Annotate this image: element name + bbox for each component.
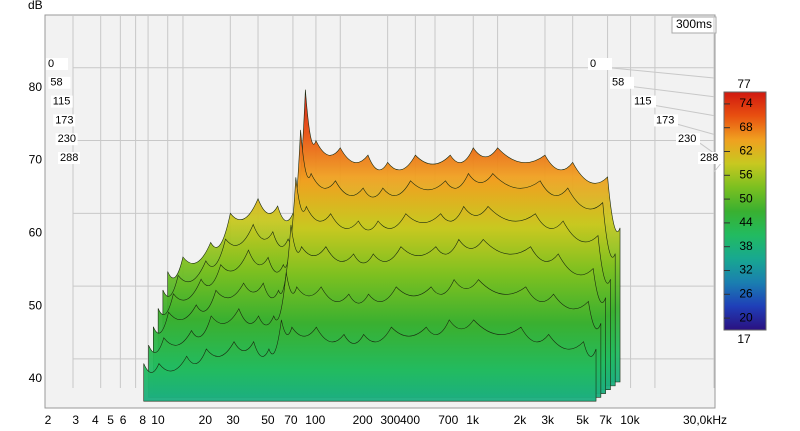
- z-tick-box: [55, 133, 78, 146]
- x-tick-label: 700: [438, 413, 458, 427]
- y-axis-label: dB: [28, 0, 43, 12]
- colorbar: [723, 91, 767, 331]
- x-tick-label: 20: [199, 413, 213, 427]
- z-tick-box: [676, 133, 700, 146]
- x-tick-label: 200: [353, 413, 373, 427]
- x-tick-label: 30: [226, 413, 240, 427]
- z-grid-line: [655, 105, 715, 117]
- colorbar-tick-label: 38: [739, 239, 753, 253]
- x-tick-label: 3k: [541, 413, 555, 427]
- waterfall-slice: [143, 319, 597, 402]
- z-tick-label: 58: [612, 77, 624, 89]
- z-tick-label: 288: [700, 152, 718, 164]
- colorbar-tick-label: 56: [739, 167, 753, 181]
- z-tick-box: [654, 114, 678, 127]
- x-tick-label: 100: [305, 413, 325, 427]
- z-tick-label: 173: [55, 114, 73, 126]
- x-tick-label: 4: [92, 413, 99, 427]
- z-axis-label: 300ms: [676, 17, 712, 31]
- z-grid-line: [611, 67, 715, 79]
- colorbar-tick-label: 68: [739, 120, 753, 134]
- colorbar-min: 17: [737, 332, 751, 346]
- z-tick-box: [610, 76, 634, 89]
- z-tick-box: [588, 58, 612, 70]
- y-tick-label: 80: [29, 80, 43, 94]
- y-tick-label: 40: [29, 371, 43, 385]
- z-tick-label: 288: [60, 152, 78, 164]
- z-grid-line: [633, 86, 715, 98]
- z-tick-box: [53, 114, 76, 127]
- x-tick-label: 70: [284, 413, 298, 427]
- z-tick-box: [48, 76, 71, 89]
- x-tick-label: 2: [45, 413, 52, 427]
- x-tick-label: 7k: [599, 413, 613, 427]
- x-tick-label: 2k: [514, 413, 528, 427]
- x-tick-label: 6: [120, 413, 127, 427]
- colorbar-tick-label: 50: [739, 191, 753, 205]
- x-tick-label: 10: [151, 413, 165, 427]
- z-tick-label: 0: [590, 58, 596, 70]
- y-tick-label: 70: [29, 153, 43, 167]
- x-tick-label: 10k: [620, 413, 640, 427]
- colorbar-tick-label: 44: [739, 215, 753, 229]
- z-tick-label: 230: [58, 133, 76, 145]
- z-tick-box: [46, 58, 68, 70]
- z-grid-line: [699, 142, 715, 154]
- x-tick-label: 30,0kHz: [683, 413, 727, 427]
- x-tick-label: 8: [139, 413, 146, 427]
- y-tick-label: 50: [29, 298, 43, 312]
- y-tick-label: 60: [29, 226, 43, 240]
- z-tick-label: 115: [53, 96, 71, 108]
- colorbar-tick-label: 74: [739, 96, 753, 110]
- x-tick-label: 3: [72, 413, 79, 427]
- z-tick-label: 230: [678, 133, 696, 145]
- z-tick-box: [698, 152, 722, 164]
- z-tick-label: 58: [50, 77, 62, 89]
- z-tick-box: [50, 95, 73, 108]
- z-tick-label: 173: [656, 114, 674, 126]
- colorbar-tick-label: 32: [739, 263, 753, 277]
- colorbar-tick-label: 62: [739, 144, 753, 158]
- colorbar-max: 77: [737, 77, 751, 91]
- x-tick-label: 5: [107, 413, 114, 427]
- z-tick-box: [58, 152, 80, 164]
- colorbar-tick-label: 26: [739, 286, 753, 300]
- z-label-box: [671, 16, 717, 34]
- x-tick-label: 300: [380, 413, 400, 427]
- z-tick-box: [632, 95, 656, 108]
- z-tick-label: 0: [48, 58, 54, 70]
- colorbar-tick-label: 20: [739, 310, 753, 324]
- x-tick-label: 1k: [466, 413, 480, 427]
- x-tick-label: 5k: [576, 413, 590, 427]
- x-tick-label: 50: [261, 413, 275, 427]
- x-tick-label: 400: [400, 413, 420, 427]
- z-tick-label: 115: [634, 96, 652, 108]
- z-grid-line: [677, 123, 715, 135]
